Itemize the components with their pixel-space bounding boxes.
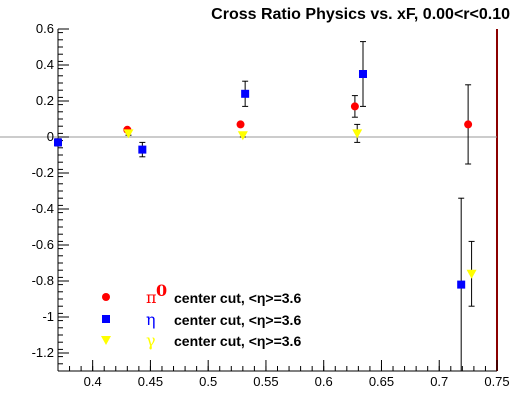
x-tick-label: 0.4 — [84, 374, 102, 389]
x-tick-label: 0.65 — [369, 374, 394, 389]
legend-symbol: π — [146, 288, 157, 307]
chart-title: Cross Ratio Physics vs. xF, 0.00<r<0.10 — [211, 6, 510, 23]
legend-marker — [102, 315, 110, 323]
data-point — [138, 145, 147, 154]
series-1 — [54, 41, 466, 372]
y-tick-label: -1.2 — [32, 345, 54, 360]
y-tick-label: -0.4 — [32, 201, 54, 216]
x-tick-label: 0.45 — [138, 374, 163, 389]
data-point — [236, 120, 245, 129]
legend-label: center cut, <η>=3.6 — [174, 312, 301, 328]
legend-marker — [101, 336, 111, 345]
y-tick-label: 0.6 — [36, 21, 54, 36]
y-tick-label: 0.4 — [36, 57, 54, 72]
legend-symbol: γ — [146, 331, 156, 350]
y-tick-label: -1 — [42, 309, 54, 324]
data-point — [123, 129, 134, 139]
series-0 — [123, 84, 473, 165]
x-tick-label: 0.6 — [315, 374, 333, 389]
data-point — [466, 269, 477, 279]
data-point — [358, 70, 367, 78]
x-tick-label: 0.75 — [484, 374, 509, 389]
x-tick-label: 0.7 — [430, 374, 448, 389]
y-tick-label: -0.2 — [32, 165, 54, 180]
data-point — [237, 131, 248, 141]
data-point — [352, 129, 363, 139]
legend: π 0 center cut, <η>=3.6 η center cut, <η>=3.… — [101, 281, 301, 350]
y-tick-label: -0.6 — [32, 237, 54, 252]
y-tick-label: 0.2 — [36, 93, 54, 108]
data-point — [457, 280, 466, 289]
axes: -1.2 -1 -0.8 -0.6 -0.4 -0.2 0 0.2 0.4 0.6 0.4 0.45 0… — [0, 21, 510, 389]
legend-label: center cut, <η>=3.6 — [174, 290, 301, 306]
x-tick-label: 0.55 — [253, 374, 278, 389]
legend-label: center cut, <η>=3.6 — [174, 333, 301, 349]
legend-symbol: η — [146, 310, 156, 329]
legend-superscript: 0 — [156, 281, 167, 300]
data-point — [54, 138, 62, 147]
data-points — [54, 41, 477, 372]
y-tick-label: -0.8 — [32, 273, 54, 288]
legend-marker — [102, 293, 110, 301]
data-point — [464, 120, 473, 129]
y-tick-label: 0 — [47, 129, 54, 144]
series-2 — [123, 123, 477, 307]
data-point — [241, 89, 250, 98]
x-tick-label: 0.5 — [199, 374, 217, 389]
data-point — [350, 102, 359, 111]
